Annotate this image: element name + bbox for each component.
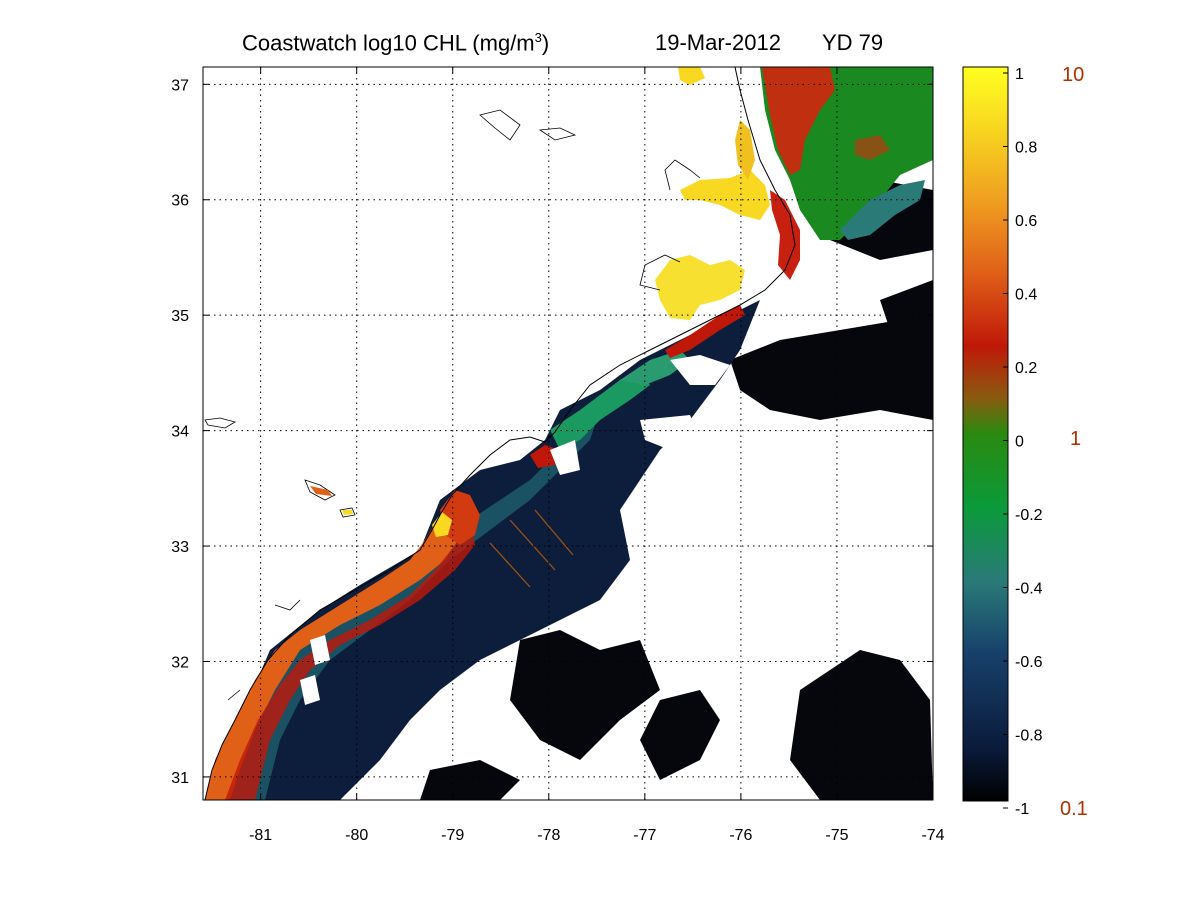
lon-tick-label: -79 bbox=[441, 827, 464, 844]
lat-tick-label: 37 bbox=[171, 77, 189, 94]
lat-tick-label: 33 bbox=[171, 539, 189, 556]
colorbar-tick-label: 0 bbox=[1015, 434, 1024, 451]
lat-tick-label: 34 bbox=[171, 424, 189, 441]
bogue-sound-plume bbox=[665, 305, 745, 358]
albemarle-sound bbox=[680, 170, 770, 220]
colorbar-scale bbox=[962, 66, 1009, 802]
lake-fill-1 bbox=[310, 486, 332, 496]
colorbar-tick-label: -0.4 bbox=[1015, 581, 1043, 598]
chesapeake-mouth bbox=[678, 67, 705, 85]
lon-tick-label: -81 bbox=[249, 827, 272, 844]
colorbar-tick-label: 0.8 bbox=[1015, 140, 1037, 157]
charleston-plume bbox=[440, 490, 480, 545]
lon-tick-label: -77 bbox=[633, 827, 656, 844]
title-unit-exponent: 3 bbox=[534, 30, 542, 45]
survey-tracks bbox=[489, 509, 574, 588]
pamlico-sound bbox=[655, 255, 745, 320]
map-title: Coastwatch log10 CHL (mg/m3) bbox=[242, 30, 549, 56]
lon-tick-label: -76 bbox=[729, 827, 752, 844]
slope-teal bbox=[840, 180, 925, 240]
inner-shelf-teal bbox=[210, 410, 600, 800]
lon-tick-label: -75 bbox=[825, 827, 848, 844]
northern-shelf-red-2 bbox=[855, 135, 890, 160]
lon-tick-label: -80 bbox=[345, 827, 368, 844]
lat-lon-grid bbox=[203, 67, 933, 800]
charleston-yellow bbox=[432, 512, 452, 537]
onslow-bay-green bbox=[620, 350, 690, 385]
lat-tick-label: 31 bbox=[171, 770, 189, 787]
long-bay-green bbox=[550, 370, 650, 450]
colorbar-tick-label: 1 bbox=[1015, 66, 1024, 83]
colorbar-tick-label: 0.6 bbox=[1015, 213, 1037, 230]
map-axis-ticks: -81 -80 -79 -78 -77 -76 -75 -74 31 32 33 34 35 36 37 bbox=[171, 67, 945, 844]
offshore-low-chl bbox=[420, 180, 933, 800]
colorbar-tick-label: -0.8 bbox=[1015, 728, 1043, 745]
coastal-red-south bbox=[225, 520, 475, 800]
linear-label-0-1: 0.1 bbox=[1060, 798, 1088, 820]
linear-label-10: 10 bbox=[1062, 64, 1084, 86]
colorbar-tick-label: -0.2 bbox=[1015, 507, 1043, 524]
lat-tick-label: 36 bbox=[171, 193, 189, 210]
map-plot-area bbox=[203, 67, 933, 800]
linear-label-1: 1 bbox=[1070, 428, 1081, 450]
coastline bbox=[204, 67, 796, 800]
northern-shelf-red bbox=[762, 67, 835, 175]
colorbar-ticks: 1 0.8 0.6 0.4 0.2 0 -0.2 -0.4 -0.6 -0.8 -1 bbox=[1003, 66, 1043, 818]
colorbar-tick-label: 0.2 bbox=[1015, 360, 1037, 377]
lon-tick-label: -78 bbox=[537, 827, 560, 844]
map-date: 19-Mar-2012 bbox=[655, 30, 781, 55]
colorbar-tick-label: -0.6 bbox=[1015, 654, 1043, 671]
lat-tick-label: 35 bbox=[171, 308, 189, 325]
coastal-high-chl-south bbox=[205, 500, 465, 800]
lat-tick-label: 32 bbox=[171, 654, 189, 671]
map-frame bbox=[202, 66, 934, 801]
title-product-suffix: ) bbox=[541, 30, 550, 56]
title-product-prefix: Coastwatch log10 CHL (mg/m bbox=[242, 30, 535, 56]
map-yearday: YD 79 bbox=[822, 30, 884, 55]
outer-banks-red bbox=[770, 190, 800, 280]
colorbar-tick-label: 0.4 bbox=[1015, 287, 1037, 304]
currituck-sound bbox=[735, 120, 755, 180]
cloud-gaps bbox=[300, 355, 730, 705]
lake-fill-2 bbox=[342, 510, 353, 515]
lon-tick-label: -74 bbox=[921, 827, 944, 844]
shelf-water-band bbox=[205, 300, 760, 800]
colorbar-tick-label: -1 bbox=[1015, 801, 1029, 818]
